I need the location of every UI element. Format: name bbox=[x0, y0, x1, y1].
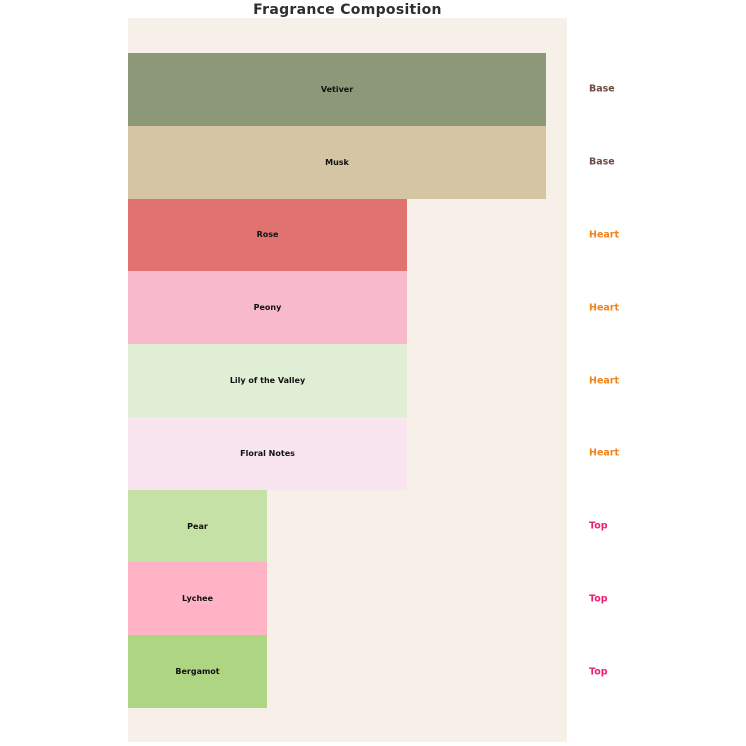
bar-row-lily-of-the-valley: Lily of the Valley Heart bbox=[128, 344, 746, 417]
level-label-top: Top bbox=[589, 666, 608, 678]
bar-lychee: Lychee bbox=[128, 562, 267, 636]
level-label-heart: Heart bbox=[589, 229, 620, 241]
chart-title: Fragrance Composition bbox=[253, 2, 442, 18]
bar-label: Musk bbox=[325, 157, 349, 167]
level-label-base: Base bbox=[589, 83, 615, 95]
bar-label: Rose bbox=[256, 230, 279, 240]
bar-row-vetiver: Vetiver Base bbox=[128, 53, 746, 126]
bar-label: Pear bbox=[187, 521, 208, 531]
level-label-base: Base bbox=[589, 156, 615, 168]
level-label-heart: Heart bbox=[589, 447, 620, 459]
bar-label: Vetiver bbox=[320, 84, 354, 94]
bar-bergamot: Bergamot bbox=[128, 635, 267, 709]
level-label-heart: Heart bbox=[589, 375, 620, 387]
bar-row-peony: Peony Heart bbox=[128, 271, 746, 345]
bar-floral-notes: Floral Notes bbox=[128, 416, 407, 490]
level-label-heart: Heart bbox=[589, 302, 620, 314]
bar-label: Lychee bbox=[181, 594, 214, 604]
level-label-top: Top bbox=[589, 593, 608, 605]
bar-row-bergamot: Bergamot Top bbox=[128, 635, 746, 709]
bar-row-lychee: Lychee Top bbox=[128, 562, 746, 636]
bar-row-floral-notes: Floral Notes Heart bbox=[128, 416, 746, 490]
bar-stack: Vetiver Base Musk Base Rose Heart Peony Heart Li… bbox=[128, 53, 746, 709]
bar-peony: Peony bbox=[128, 271, 407, 345]
bar-rose: Rose bbox=[128, 198, 407, 272]
bar-label: Peony bbox=[253, 303, 282, 313]
level-label-top: Top bbox=[589, 520, 608, 532]
bar-vetiver: Vetiver bbox=[128, 53, 546, 126]
bar-musk: Musk bbox=[128, 125, 546, 199]
bar-lily-of-the-valley: Lily of the Valley bbox=[128, 344, 407, 417]
bar-row-musk: Musk Base bbox=[128, 125, 746, 199]
bar-label: Floral Notes bbox=[240, 448, 295, 458]
bar-label: Bergamot bbox=[175, 667, 220, 677]
bar-row-rose: Rose Heart bbox=[128, 198, 746, 272]
bar-label: Lily of the Valley bbox=[229, 376, 306, 386]
bar-row-pear: Pear Top bbox=[128, 489, 746, 563]
bar-pear: Pear bbox=[128, 489, 267, 563]
